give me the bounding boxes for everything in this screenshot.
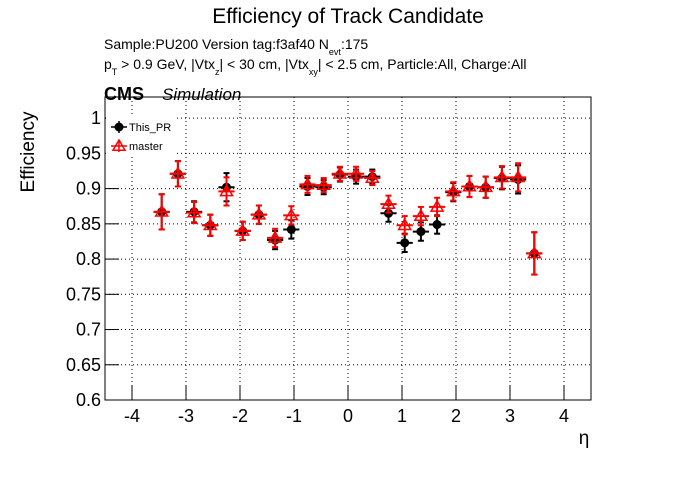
x-tick-label: -3	[178, 406, 194, 426]
subscript: z	[215, 67, 220, 77]
x-tick-label: 0	[343, 406, 353, 426]
data-point	[364, 170, 380, 183]
data-point	[186, 205, 202, 218]
info-text: p	[104, 56, 112, 72]
x-tick-label: -1	[286, 406, 302, 426]
info-text: > 0.9 GeV, |Vtx	[117, 56, 215, 72]
data-point	[316, 177, 332, 191]
data-point	[154, 204, 170, 217]
subscript: T	[112, 67, 118, 77]
data-point	[526, 245, 542, 259]
legend-label: master	[129, 141, 163, 153]
experiment: CMS	[104, 84, 144, 104]
x-tick-label: -2	[232, 406, 248, 426]
data-point	[432, 220, 442, 230]
y-tick-label: 1	[91, 108, 101, 128]
info-line: pT > 0.9 GeV, |Vtxz| < 30 cm, |Vtxxy| < …	[104, 56, 527, 77]
data-point	[416, 227, 426, 237]
data-point	[348, 166, 364, 179]
data-point	[170, 166, 186, 179]
subscript: xy	[309, 67, 319, 77]
data-point	[202, 217, 218, 231]
data-point	[413, 208, 429, 222]
data-point	[219, 183, 234, 197]
data-point	[478, 179, 494, 193]
x-axis-label: η	[579, 428, 590, 449]
x-tick-label: -4	[124, 406, 140, 426]
legend-marker	[114, 122, 124, 132]
x-tick-label: 2	[451, 406, 461, 426]
data-point	[332, 166, 348, 179]
y-tick-label: 0.85	[66, 214, 101, 234]
info-text: | < 2.5 cm, Particle:All, Charge:All	[318, 56, 527, 72]
plot-frame	[104, 96, 592, 401]
legend-marker	[111, 138, 127, 151]
info-line: Sample:PU200 Version tag:f3af40 Nevt:175	[104, 36, 368, 57]
data-point	[429, 199, 445, 212]
legend-label: This_PR	[129, 122, 171, 134]
chart-title: Efficiency of Track Candidate	[212, 5, 484, 28]
subscript: evt	[329, 47, 342, 57]
info-text: | < 30 cm, |Vtx	[219, 56, 308, 72]
x-tick-label: 4	[559, 406, 569, 426]
data-point	[510, 169, 526, 183]
info-text: Sample:PU200 Version tag:f3af40 N	[104, 36, 329, 52]
y-tick-label: 0.9	[76, 179, 101, 199]
data-point	[267, 230, 283, 243]
info-text: :175	[341, 36, 368, 52]
data-point	[397, 217, 413, 231]
data-point	[445, 183, 461, 197]
experiment-note: Simulation	[162, 85, 241, 104]
data-point	[381, 196, 396, 210]
data-point	[235, 223, 251, 236]
x-tick-label: 1	[397, 406, 407, 426]
data-point	[462, 179, 477, 192]
y-axis-label: Efficiency	[18, 111, 39, 192]
data-point	[300, 176, 315, 190]
data-point	[494, 169, 510, 183]
y-tick-label: 0.75	[66, 284, 101, 304]
data-point	[283, 207, 299, 221]
x-tick-label: 3	[505, 406, 515, 426]
y-tick-label: 0.65	[66, 355, 101, 375]
y-tick-label: 0.7	[76, 320, 101, 340]
y-tick-label: 0.8	[76, 249, 101, 269]
y-tick-label: 0.6	[76, 390, 101, 410]
y-tick-label: 0.95	[66, 143, 101, 163]
data-point	[286, 224, 296, 234]
data-point	[400, 238, 410, 248]
data-point	[251, 207, 267, 220]
